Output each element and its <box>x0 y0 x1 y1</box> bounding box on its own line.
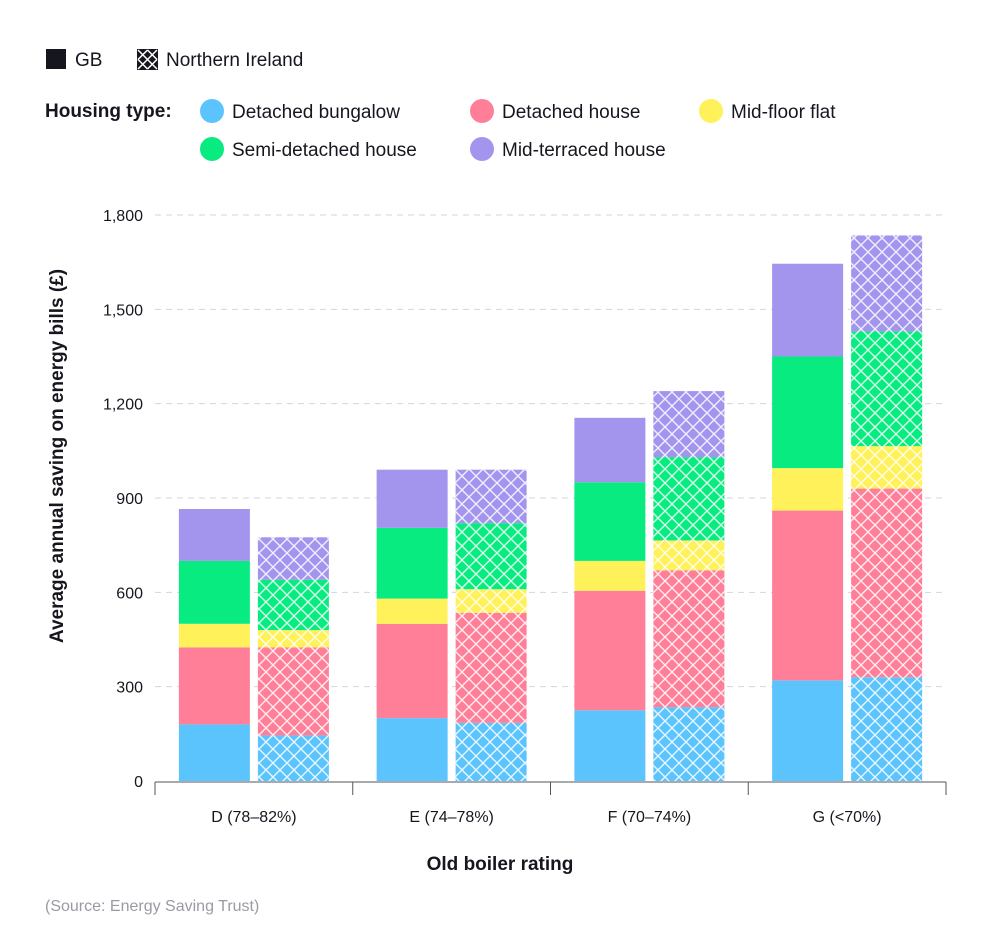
bar-gb-d-78-82-mid-terraced-house <box>178 509 250 561</box>
bar-gb-g-70-mid-floor-flat <box>772 468 844 511</box>
bar-northern-ireland-f-70-74-mid-terraced-house-hatch <box>653 391 725 458</box>
bar-gb-d-78-82-detached-house <box>178 647 250 725</box>
bar-gb-e-74-78-detached-house <box>376 623 448 719</box>
legend-label-detached-bungalow: Detached bungalow <box>232 102 400 123</box>
bar-northern-ireland-g-70-mid-floor-flat-hatch <box>851 446 923 489</box>
bar-northern-ireland-f-70-74-semi-detached-house-hatch <box>653 457 725 541</box>
bar-northern-ireland-f-70-74-detached-house-hatch <box>653 570 725 708</box>
x-tick-label: G (<70%) <box>813 809 882 826</box>
legend-label-mid-floor-flat: Mid-floor flat <box>731 102 836 123</box>
bar-gb-f-70-74-mid-floor-flat <box>574 560 646 591</box>
legend-label-detached-house: Detached house <box>502 102 640 123</box>
x-axis: D (78–82%) E (74–78%) F (70–74%) G (<70%) <box>154 781 947 826</box>
bar-gb-g-70-detached-house <box>772 510 844 681</box>
bar-northern-ireland-g-70-mid-terraced-house-hatch <box>851 235 923 332</box>
y-tick-label: 0 <box>134 774 143 791</box>
bar-northern-ireland-f-70-74-mid-floor-flat-hatch <box>653 540 725 571</box>
bar-gb-d-78-82-semi-detached-house <box>178 560 250 624</box>
bar-gb-f-70-74-detached-bungalow <box>574 710 646 781</box>
legend-swatch-gb <box>46 49 66 69</box>
x-tick-label: F (70–74%) <box>608 809 692 826</box>
legend-label-gb: GB <box>75 50 102 71</box>
bar-northern-ireland-e-74-78-semi-detached-house-hatch <box>455 523 527 590</box>
legend-dot-semi-detached-house <box>200 137 224 161</box>
bar-northern-ireland-e-74-78-detached-bungalow-hatch <box>455 722 527 781</box>
bar-northern-ireland-d-78-82-detached-house-hatch <box>257 647 329 736</box>
bar-northern-ireland-d-78-82-mid-terraced-house-hatch <box>257 537 329 580</box>
bar-gb-e-74-78-mid-terraced-house <box>376 469 448 528</box>
legend-dot-detached-bungalow <box>200 99 224 123</box>
bar-northern-ireland-g-70-detached-house-hatch <box>851 488 923 678</box>
legend-dot-mid-terraced-house <box>470 137 494 161</box>
bar-gb-g-70-detached-bungalow <box>772 680 844 781</box>
region-legend: GB Northern Ireland <box>46 49 303 71</box>
y-axis-title: Average annual saving on energy bills (£… <box>47 269 68 643</box>
bar-northern-ireland-d-78-82-semi-detached-house-hatch <box>257 579 329 631</box>
bars <box>178 235 923 781</box>
bar-gb-e-74-78-semi-detached-house <box>376 527 448 599</box>
y-tick-label: 600 <box>116 585 143 602</box>
legend-label-northern-ireland: Northern Ireland <box>166 50 303 71</box>
bar-northern-ireland-g-70-detached-bungalow-hatch <box>851 677 923 781</box>
y-tick-label: 1,800 <box>103 208 143 225</box>
x-tick-label: D (78–82%) <box>211 809 296 826</box>
bar-northern-ireland-e-74-78-mid-terraced-house-hatch <box>455 469 527 524</box>
bar-northern-ireland-g-70-semi-detached-house-hatch <box>851 331 923 447</box>
y-axis-ticks: 0 300 600 900 1,200 1,500 1,800 <box>103 208 143 791</box>
legend-swatch-northern-ireland <box>137 49 158 70</box>
y-tick-label: 900 <box>116 491 143 508</box>
bar-northern-ireland-f-70-74-detached-bungalow-hatch <box>653 707 725 781</box>
bar-gb-g-70-mid-terraced-house <box>772 263 844 357</box>
bar-gb-d-78-82-detached-bungalow <box>178 724 250 781</box>
y-tick-label: 300 <box>116 680 143 697</box>
bar-northern-ireland-e-74-78-mid-floor-flat-hatch <box>455 589 527 613</box>
bar-gb-f-70-74-mid-terraced-house <box>574 417 646 483</box>
bar-gb-e-74-78-mid-floor-flat <box>376 598 448 624</box>
legend-dot-detached-house <box>470 99 494 123</box>
y-tick-label: 1,200 <box>103 397 143 414</box>
y-tick-label: 1,500 <box>103 302 143 319</box>
x-axis-title: Old boiler rating <box>427 854 574 875</box>
bar-northern-ireland-e-74-78-detached-house-hatch <box>455 612 527 723</box>
bar-northern-ireland-d-78-82-detached-bungalow-hatch <box>257 735 329 781</box>
bar-gb-f-70-74-semi-detached-house <box>574 482 646 561</box>
legend-dot-mid-floor-flat <box>699 99 723 123</box>
bar-gb-d-78-82-mid-floor-flat <box>178 623 250 648</box>
legend-label-semi-detached-house: Semi-detached house <box>232 140 417 161</box>
x-tick-label: E (74–78%) <box>409 809 494 826</box>
bar-northern-ireland-d-78-82-mid-floor-flat-hatch <box>257 630 329 648</box>
source-note: (Source: Energy Saving Trust) <box>45 898 259 915</box>
bar-gb-f-70-74-detached-house <box>574 590 646 711</box>
housing-legend: Housing type: Detached bungalow Detached … <box>45 99 836 161</box>
bar-gb-e-74-78-detached-bungalow <box>376 718 448 781</box>
legend-label-mid-terraced-house: Mid-terraced house <box>502 140 666 161</box>
bar-gb-g-70-semi-detached-house <box>772 356 844 469</box>
housing-legend-title: Housing type: <box>45 101 172 122</box>
